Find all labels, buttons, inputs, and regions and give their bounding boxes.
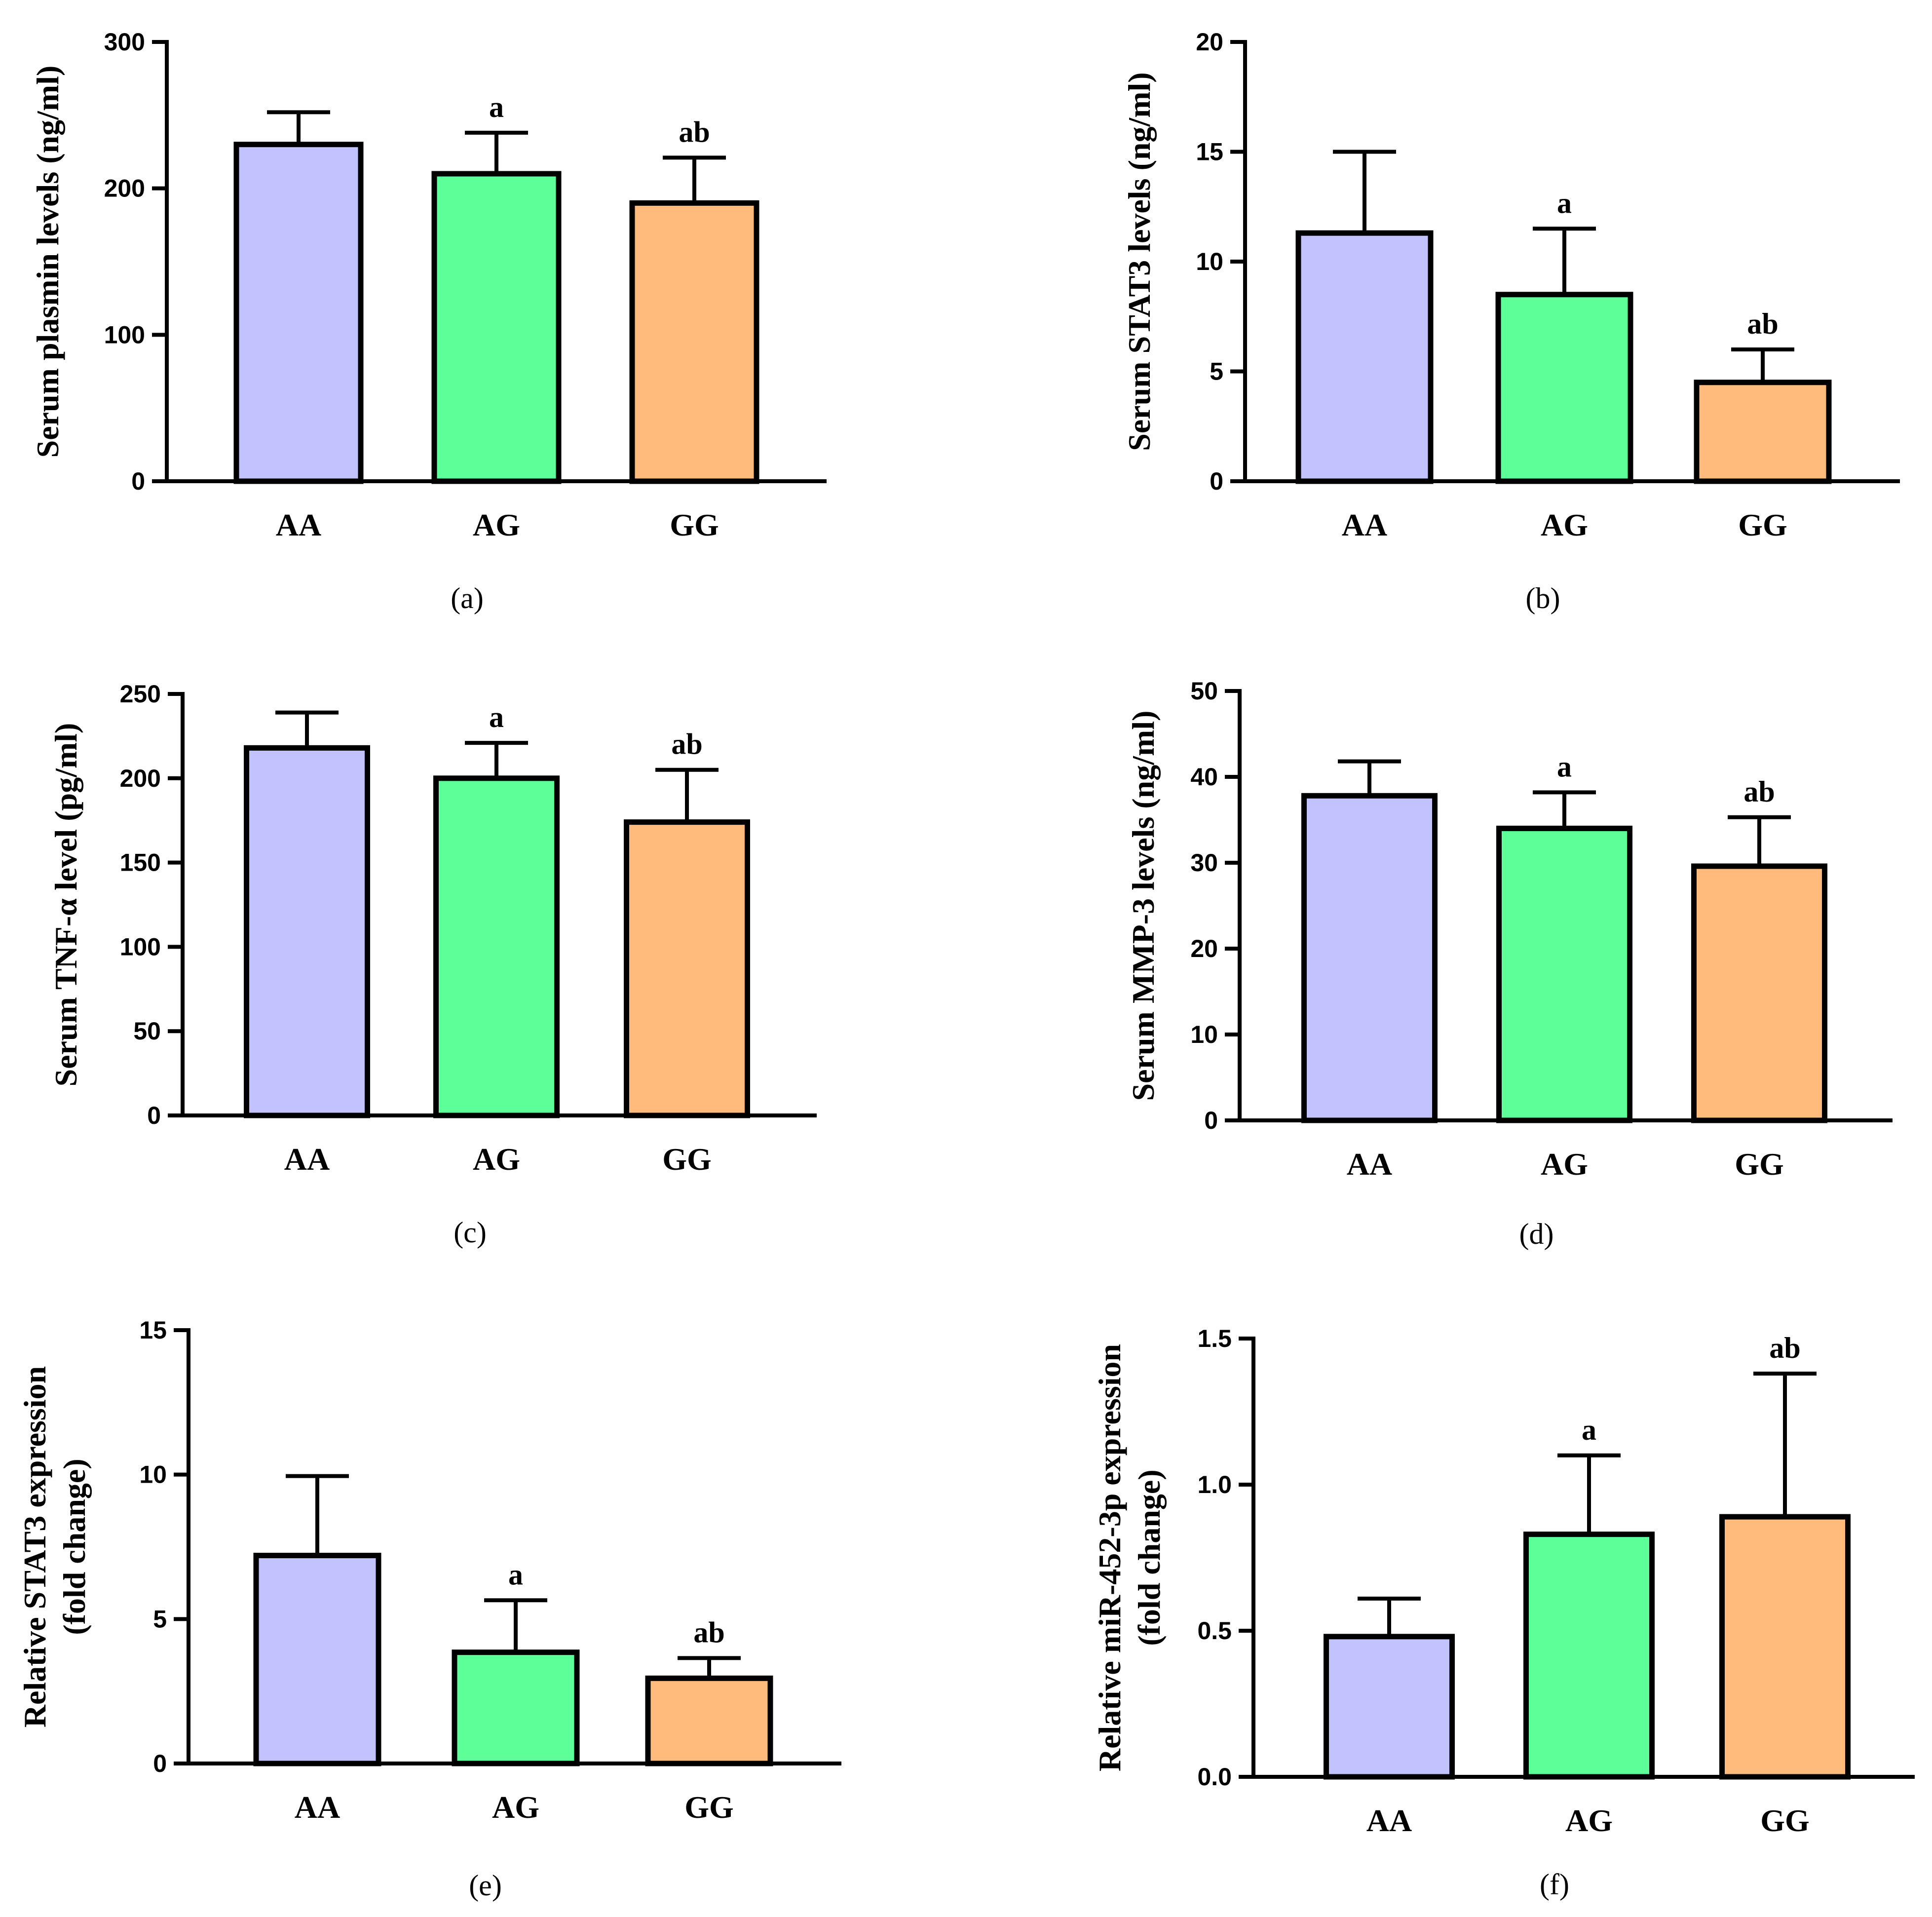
- significance-label-GG: ab: [679, 115, 710, 148]
- panel-caption: (e): [469, 1869, 502, 1902]
- bar-AA: [1324, 1634, 1455, 1780]
- y-tick-label: 10: [1196, 248, 1223, 275]
- y-axis-title: Serum STAT3 levels (ng/ml): [1122, 72, 1157, 451]
- y-tick-label: 10: [139, 1461, 167, 1489]
- y-tick-label: 0: [1210, 467, 1223, 495]
- chart-panel-d: AA a AG ab GG 0 10 20 30 40 50 Serum MMP-3 levels (…: [1126, 677, 1893, 1250]
- y-tick-label: 200: [104, 175, 145, 202]
- x-tick-label-AG: AG: [492, 1790, 539, 1825]
- bar-AG: [433, 775, 560, 1118]
- x-tick-label-GG: GG: [684, 1790, 734, 1825]
- y-tick-label: 150: [120, 849, 161, 877]
- y-tick-label: 15: [1196, 138, 1223, 166]
- y-tick-label: 0: [147, 1102, 161, 1129]
- x-tick-label-AG: AG: [1541, 507, 1588, 542]
- bar-GG: [629, 200, 759, 484]
- panel-caption: (b): [1526, 582, 1560, 614]
- x-tick-label-AA: AA: [284, 1142, 330, 1177]
- panel-caption: (c): [454, 1216, 487, 1249]
- y-tick-label: 0: [131, 467, 145, 495]
- y-tick-label: 50: [1190, 677, 1218, 705]
- significance-label-AG: a: [508, 1558, 523, 1591]
- x-tick-label-AA: AA: [1347, 1147, 1392, 1182]
- bar-GG: [624, 819, 750, 1118]
- significance-label-AG: a: [1557, 750, 1572, 783]
- y-tick-label: 1.5: [1197, 1325, 1232, 1352]
- y-tick-label: 20: [1190, 935, 1218, 962]
- y-tick-label: 40: [1190, 763, 1218, 791]
- y-tick-label: 200: [120, 765, 161, 792]
- bar-AA: [1295, 230, 1434, 484]
- y-tick-label: 0.5: [1197, 1617, 1232, 1645]
- y-tick-label: 15: [139, 1316, 167, 1344]
- bar-AA: [244, 745, 370, 1118]
- y-axis-title: Relative miR-452-3p expression: [1092, 1344, 1127, 1771]
- bar-GG: [645, 1675, 773, 1766]
- x-tick-label-AG: AG: [473, 1142, 520, 1177]
- chart-panel-c: AA a AG ab GG 0 50 100 150 200 250 Serum TNF-α leve…: [48, 680, 817, 1249]
- bar-AG: [431, 171, 562, 484]
- bar-AA: [1301, 793, 1438, 1123]
- significance-label-AG: a: [489, 91, 504, 123]
- x-tick-label-GG: GG: [1760, 1803, 1810, 1838]
- y-tick-label: 20: [1196, 28, 1223, 56]
- panel-caption: (d): [1519, 1218, 1554, 1250]
- significance-label-GG: ab: [1769, 1332, 1800, 1364]
- y-axis-title: Relative STAT3 expression: [17, 1366, 52, 1727]
- significance-label-AG: a: [489, 701, 504, 733]
- x-tick-label-AA: AA: [1342, 507, 1387, 542]
- y-tick-label: 5: [153, 1605, 167, 1633]
- y-tick-label: 1.0: [1197, 1471, 1232, 1498]
- y-tick-label: 300: [104, 28, 145, 56]
- significance-label-GG: ab: [1747, 307, 1778, 340]
- panel-caption: (f): [1540, 1868, 1569, 1901]
- y-tick-label: 0: [1204, 1107, 1218, 1134]
- bar-GG: [1719, 1514, 1851, 1780]
- y-tick-label: 0.0: [1197, 1763, 1232, 1791]
- bar-AA: [253, 1553, 381, 1766]
- chart-panel-f: AA a AG ab GG 0.0 0.5 1.0 1.5 Relative miR-452-3p…: [1092, 1325, 1915, 1901]
- x-tick-label-AA: AA: [1366, 1803, 1412, 1838]
- bar-AG: [1523, 1532, 1655, 1780]
- bar-GG: [1691, 863, 1827, 1123]
- y-tick-label: 250: [120, 680, 161, 708]
- y-axis-title: Serum MMP-3 levels (ng/ml): [1126, 711, 1161, 1101]
- significance-label-AG: a: [1557, 187, 1572, 219]
- y-axis-title: (fold change): [57, 1458, 92, 1635]
- y-tick-label: 5: [1210, 358, 1223, 385]
- y-axis-title: (fold change): [1132, 1469, 1167, 1646]
- panel-caption: (a): [451, 582, 484, 614]
- x-tick-label-AA: AA: [295, 1790, 340, 1825]
- y-tick-label: 50: [133, 1017, 161, 1045]
- y-tick-label: 0: [153, 1750, 167, 1777]
- x-tick-label-GG: GG: [662, 1142, 712, 1177]
- significance-label-GG: ab: [671, 728, 702, 761]
- x-tick-label-AG: AG: [473, 507, 520, 542]
- x-tick-label-AG: AG: [1541, 1147, 1588, 1182]
- significance-label-AG: a: [1582, 1414, 1596, 1446]
- x-tick-label-AG: AG: [1565, 1803, 1613, 1838]
- x-tick-label-AA: AA: [276, 507, 321, 542]
- bar-AG: [1496, 825, 1632, 1123]
- y-tick-label: 10: [1190, 1021, 1218, 1048]
- bar-GG: [1694, 380, 1832, 484]
- bar-AG: [452, 1649, 580, 1766]
- significance-label-GG: ab: [1743, 775, 1775, 808]
- y-axis-title: Serum plasmin levels (ng/ml): [30, 66, 65, 458]
- x-tick-label-GG: GG: [1735, 1147, 1784, 1182]
- x-tick-label-GG: GG: [670, 507, 719, 542]
- y-tick-label: 100: [120, 933, 161, 960]
- chart-panel-a: AA a AG ab GG 0 100 200 300 Serum plasmin levels …: [30, 28, 827, 614]
- y-axis-title: Serum TNF-α level (pg/ml): [48, 723, 83, 1087]
- bar-AA: [233, 142, 364, 484]
- chart-panel-e: AA a AG ab GG 0 5 10 15 Relative STAT3 expression…: [17, 1316, 841, 1902]
- chart-panel-b: AA a AG ab GG 0 5 10 15 20 Serum STAT3 levels (ng/…: [1122, 28, 1900, 614]
- bar-AG: [1495, 292, 1633, 484]
- y-tick-label: 30: [1190, 849, 1218, 877]
- y-tick-label: 100: [104, 321, 145, 348]
- significance-label-GG: ab: [693, 1616, 724, 1649]
- x-tick-label-GG: GG: [1738, 507, 1787, 542]
